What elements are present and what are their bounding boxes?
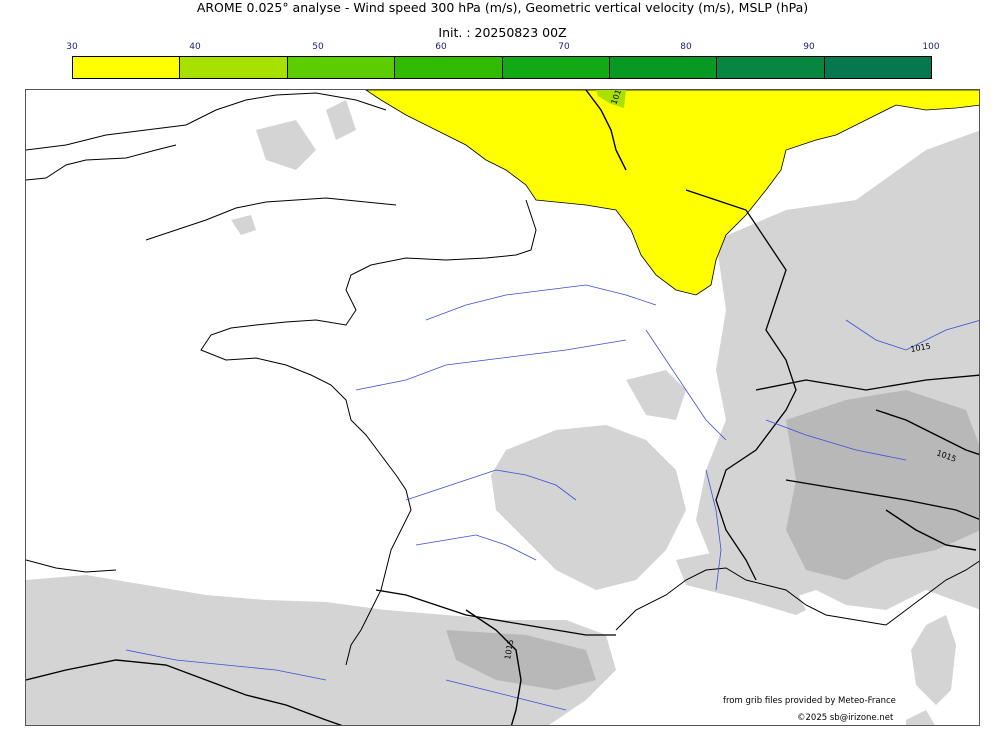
weather-map[interactable]: 1015 1015 1015 1015 — [25, 89, 980, 726]
data-source-credit: from grib files provided by Meteo-France — [723, 696, 896, 706]
colorbar-tick-label: 100 — [922, 42, 940, 52]
colorbar-tick-label: 50 — [312, 42, 324, 52]
colorbar-tick-label: 40 — [189, 42, 201, 52]
colorbar-tick-label: 30 — [66, 42, 78, 52]
colorbar-segment — [609, 57, 718, 78]
map-canvas: 1015 1015 1015 1015 — [26, 90, 979, 725]
wind-speed-colorbar — [72, 56, 932, 79]
colorbar-tick-label: 80 — [680, 42, 692, 52]
colorbar-segment — [180, 57, 288, 78]
colorbar-tick-label: 60 — [435, 42, 447, 52]
init-time: Init. : 20250823 00Z — [438, 25, 567, 40]
colorbar-segment — [287, 57, 396, 78]
wind-40-area — [596, 90, 626, 108]
colorbar-segment — [73, 57, 181, 78]
colorbar-segment — [502, 57, 610, 78]
isobar-label: 1015 — [910, 342, 932, 354]
borders — [375, 189, 979, 636]
map-title: AROME 0.025° analyse - Wind speed 300 hP… — [196, 0, 809, 15]
colorbar-tick-label: 70 — [558, 42, 570, 52]
isobars — [26, 90, 979, 725]
colorbar-segment — [824, 57, 931, 78]
coastlines — [26, 92, 979, 666]
terrain-dark — [446, 390, 979, 690]
copyright-credit: ©2025 sb@irizone.net — [797, 713, 894, 723]
rivers — [125, 284, 979, 711]
colorbar-segment — [395, 57, 503, 78]
colorbar-segment — [717, 57, 825, 78]
isobar-label: 1015 — [503, 639, 515, 661]
wind-jet-area — [365, 90, 979, 296]
colorbar-tick-label: 90 — [803, 42, 815, 52]
